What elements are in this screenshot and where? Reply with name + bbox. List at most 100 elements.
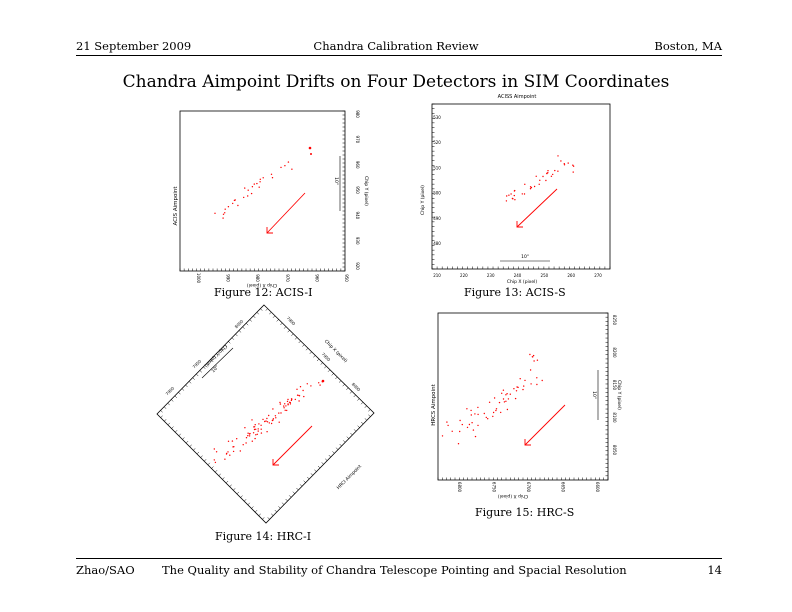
axis-tick (235, 333, 238, 337)
axis-tick (272, 315, 276, 318)
data-point (285, 405, 287, 407)
axis-tick (236, 491, 240, 495)
axis-tick (185, 440, 189, 444)
axis-tick (335, 376, 338, 380)
data-point (289, 403, 292, 405)
axis-tick (200, 455, 203, 458)
data-point (557, 155, 559, 157)
data-point (247, 189, 249, 191)
data-point (529, 188, 532, 190)
data-point (247, 435, 249, 437)
tick-label: 7900 (165, 385, 176, 396)
axis-tick (211, 466, 214, 469)
data-point (472, 429, 475, 431)
data-point (483, 412, 485, 415)
axis-tick (368, 414, 371, 417)
figure-acis-i: 1000 990 980 970 960 950 980 970 960 950 940 930 920… (173, 110, 369, 288)
data-point (291, 168, 293, 170)
data-point (557, 170, 559, 172)
plot-frame (437, 312, 609, 481)
header-location: Boston, MA (654, 39, 722, 53)
data-point (255, 434, 257, 436)
data-point (274, 415, 277, 417)
data-point (515, 390, 518, 392)
axis-tick (244, 499, 247, 502)
data-point (224, 212, 226, 214)
axis-tick (371, 412, 375, 416)
axis-tick (280, 322, 283, 326)
data-point (506, 393, 508, 395)
data-point (213, 459, 215, 461)
axis-tick (213, 355, 217, 359)
tick-label: 6700 (526, 482, 531, 493)
axis-tick (178, 433, 181, 436)
drift-arrowhead (266, 227, 273, 234)
axis-tick (160, 410, 163, 413)
axis-tick (357, 398, 360, 401)
data-point (532, 354, 535, 357)
data-point (513, 388, 515, 390)
axis-tick (324, 366, 327, 369)
scale-label: 10" (521, 254, 529, 260)
data-point (214, 461, 217, 464)
data-point (563, 163, 565, 165)
axis-tick (267, 517, 270, 520)
data-point (517, 386, 519, 389)
data-point (256, 182, 258, 185)
x-axis-label: Chip X (pixel) (247, 282, 277, 288)
axis-tick (228, 341, 231, 344)
data-point (260, 432, 263, 434)
data-point (260, 428, 262, 430)
data-point (272, 419, 274, 421)
tick-label: 220 (460, 273, 468, 278)
data-point (249, 432, 251, 435)
tick-label: 950 (355, 186, 360, 194)
data-point (232, 446, 234, 448)
data-point (227, 206, 230, 208)
axis-tick (262, 517, 265, 520)
data-point (530, 186, 533, 189)
data-point (266, 421, 269, 423)
data-point (539, 179, 541, 181)
data-point (459, 419, 461, 422)
tick-label: 8150 (612, 380, 617, 391)
data-point (477, 424, 479, 427)
axis-tick (291, 333, 294, 336)
data-point (222, 217, 224, 219)
data-point (290, 398, 293, 400)
axis-tick (357, 425, 360, 428)
data-point (310, 385, 312, 387)
axis-tick (265, 520, 269, 524)
data-point (254, 437, 256, 440)
data-point (251, 186, 254, 188)
footer-rule (76, 558, 722, 559)
data-point (236, 438, 238, 440)
data-point (492, 411, 495, 414)
data-point (485, 416, 487, 419)
tick-label: 980 (255, 274, 260, 282)
data-point (224, 208, 226, 210)
axis-tick (307, 476, 310, 480)
data-point (532, 356, 534, 358)
axis-tick (331, 373, 334, 376)
data-point (552, 173, 554, 176)
data-point (227, 440, 230, 442)
figure-hrc-s: 6800 6750 6700 6650 6600 8250 8200 8150 8100 8050… (431, 312, 622, 499)
data-point (287, 404, 289, 406)
data-point (441, 435, 444, 437)
data-point (530, 383, 532, 385)
axis-tick (196, 373, 199, 377)
axis-tick (207, 462, 211, 466)
data-point (268, 414, 270, 417)
axis-tick (276, 319, 279, 322)
header-date: 21 September 2009 (76, 39, 192, 53)
data-point (296, 394, 299, 396)
data-point (447, 424, 449, 427)
data-point (521, 193, 523, 195)
data-point (506, 195, 508, 197)
data-point (284, 403, 286, 405)
data-point (280, 166, 282, 169)
data-point (234, 199, 236, 201)
side-label: ACIS Aimpoint (173, 186, 179, 226)
data-point (257, 428, 259, 430)
